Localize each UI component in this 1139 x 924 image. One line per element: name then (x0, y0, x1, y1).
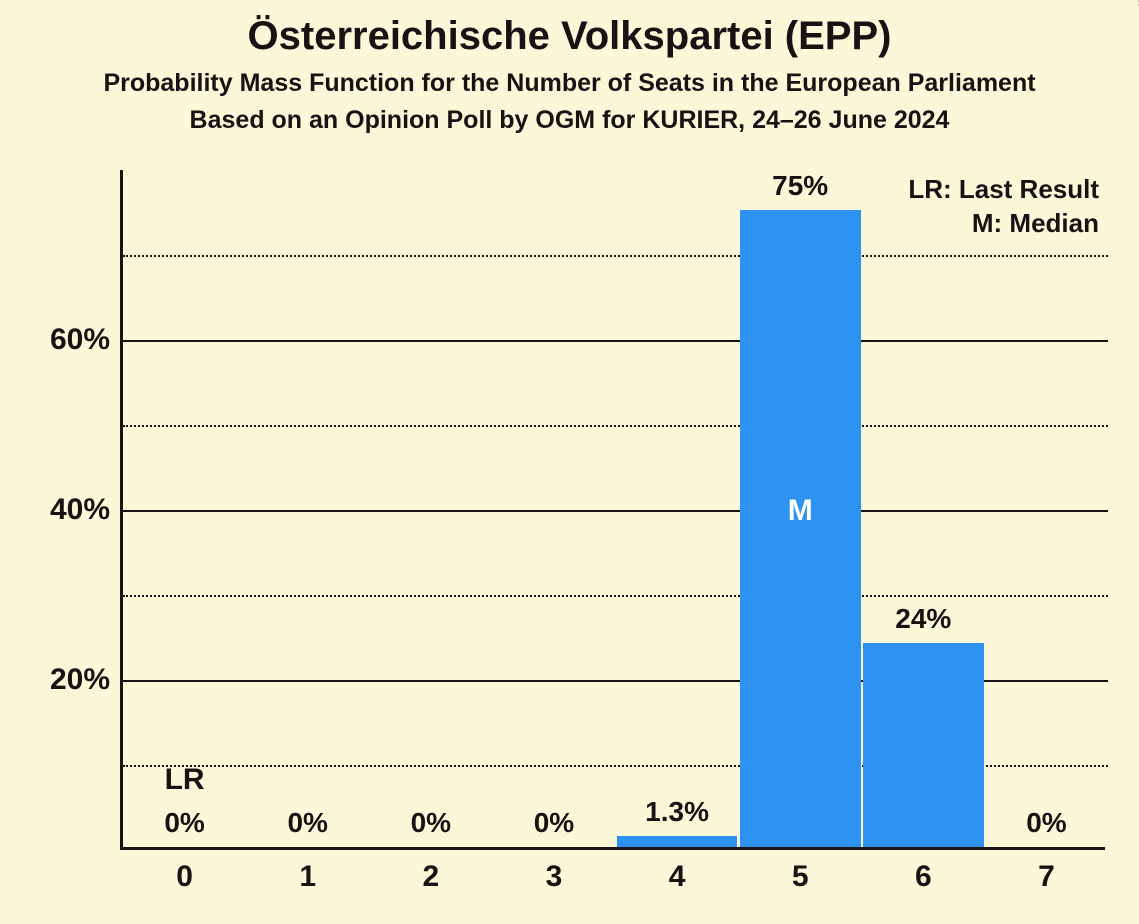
median-marker: M (739, 494, 862, 528)
bar-value-label: 24% (862, 603, 985, 635)
gridline-minor (123, 595, 1108, 597)
gridline-minor (123, 255, 1108, 257)
ytick-label: 60% (10, 323, 110, 357)
plot-region: 20%40%60%0%00%10%20%31.3%475%524%60%7LRM… (120, 170, 1105, 850)
bar (863, 643, 984, 847)
bar-value-label: 0% (246, 807, 369, 839)
chart-area: 20%40%60%0%00%10%20%31.3%475%524%60%7LRM… (120, 170, 1105, 850)
xtick-label: 7 (985, 860, 1108, 894)
ytick-label: 20% (10, 663, 110, 697)
gridline-major (123, 510, 1108, 512)
ytick-label: 40% (10, 493, 110, 527)
legend-median: M: Median (972, 208, 1099, 239)
copyright-text: © 2024 Filip van Laenen (1135, 0, 1139, 6)
xtick-label: 4 (616, 860, 739, 894)
legend-last-result: LR: Last Result (908, 174, 1099, 205)
gridline-major (123, 340, 1108, 342)
chart-subtitle-1: Probability Mass Function for the Number… (0, 69, 1139, 98)
bar-value-label: 0% (985, 807, 1108, 839)
bar (617, 836, 738, 847)
xtick-label: 0 (123, 860, 246, 894)
bar (740, 210, 861, 848)
chart-subtitle-2: Based on an Opinion Poll by OGM for KURI… (0, 106, 1139, 135)
bar-value-label: 75% (739, 170, 862, 202)
chart-title: Österreichische Volkspartei (EPP) (0, 0, 1139, 59)
bar-value-label: 0% (369, 807, 492, 839)
last-result-marker: LR (123, 763, 246, 797)
xtick-label: 1 (246, 860, 369, 894)
xtick-label: 2 (369, 860, 492, 894)
bar-value-label: 0% (492, 807, 615, 839)
xtick-label: 5 (739, 860, 862, 894)
bar-value-label: 1.3% (616, 796, 739, 828)
gridline-minor (123, 425, 1108, 427)
xtick-label: 6 (862, 860, 985, 894)
bar-value-label: 0% (123, 807, 246, 839)
xtick-label: 3 (492, 860, 615, 894)
